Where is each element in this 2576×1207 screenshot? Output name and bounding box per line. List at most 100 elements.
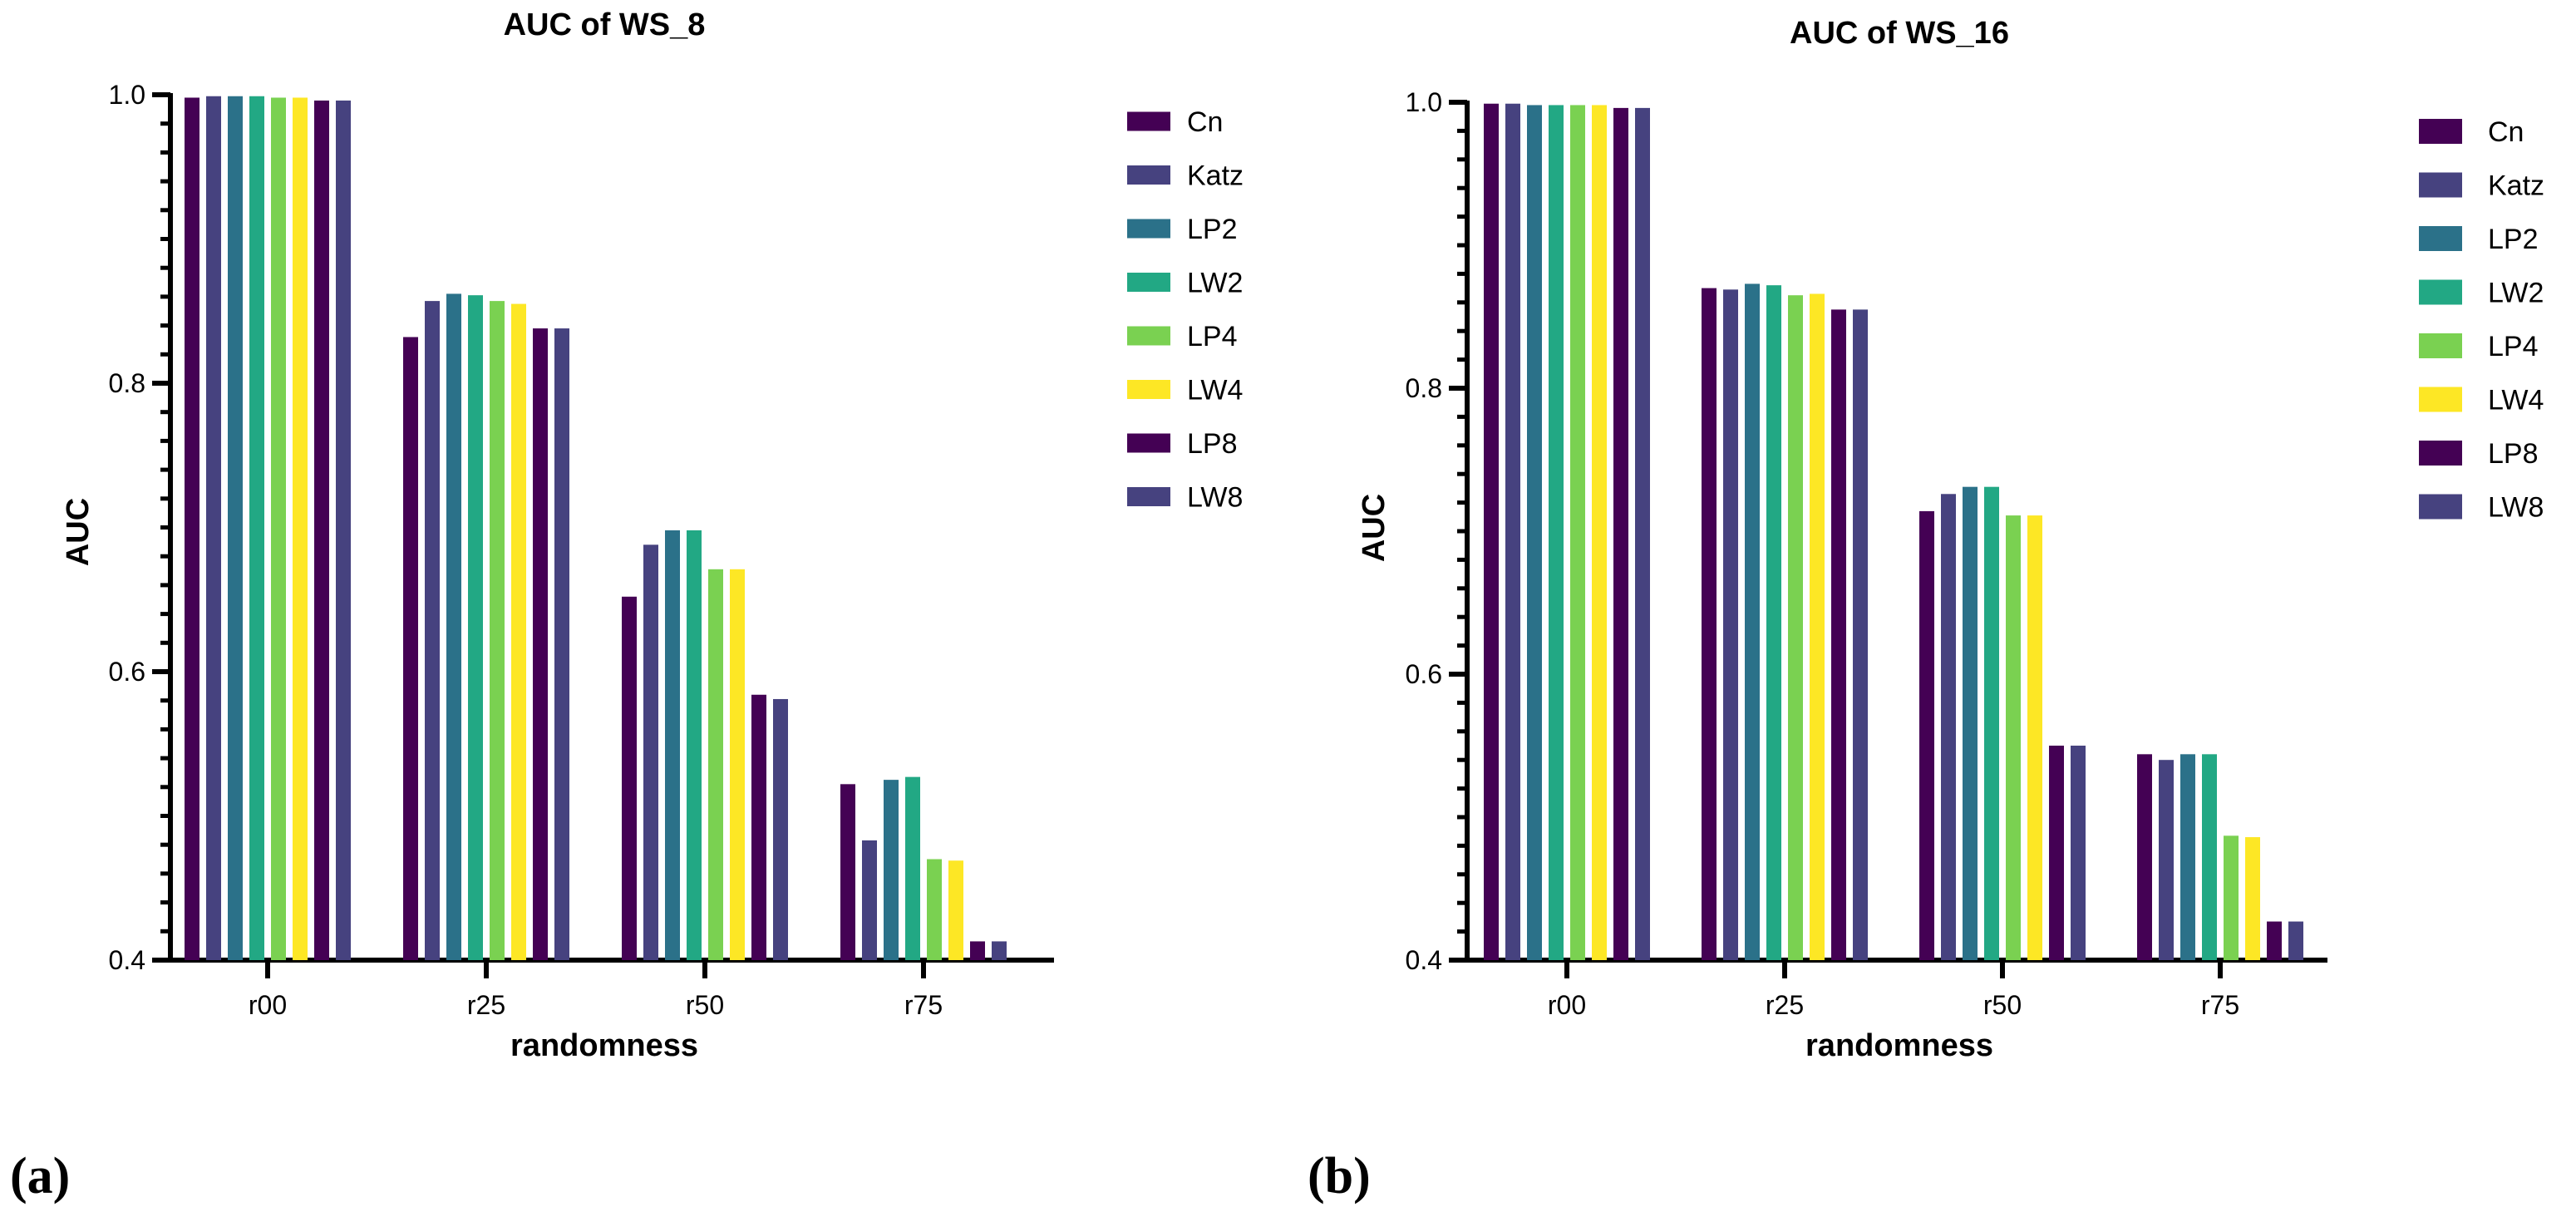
- legend-label: LP2: [1187, 214, 1238, 245]
- legend-swatch: [2419, 119, 2462, 144]
- x-tick-label: r50: [1983, 990, 2022, 1020]
- bar-lw2-r75: [905, 776, 920, 960]
- bar-lp2-r25: [446, 293, 461, 960]
- bar-lp8-r25: [533, 328, 548, 960]
- legend-label: LP8: [1187, 428, 1238, 460]
- bar-lp4-r25: [1788, 295, 1803, 960]
- bar-lp2-r50: [1963, 486, 1978, 960]
- bar-lw2-r50: [1984, 486, 1999, 960]
- x-axis-label: randomness: [1805, 1028, 1993, 1063]
- bar-katz-r75: [862, 840, 877, 960]
- bars: [185, 96, 1007, 961]
- legend-label: Katz: [2488, 170, 2544, 202]
- bar-lw2-r75: [2202, 754, 2217, 960]
- bar-katz-r75: [2159, 760, 2174, 960]
- chart-panel-b: AUC of WS_16 AUC randomness (b) 0.40.60.…: [1308, 16, 2544, 1205]
- legend-swatch: [1127, 165, 1170, 185]
- y-tick-label: 0.4: [109, 945, 145, 975]
- bar-lw4-r25: [511, 303, 526, 960]
- bar-lp2-r00: [228, 96, 243, 961]
- bar-lp8-r00: [1613, 107, 1628, 960]
- legend-swatch: [2419, 279, 2462, 305]
- bar-lw4-r50: [2027, 515, 2042, 960]
- bar-lw4-r75: [948, 860, 963, 960]
- y-tick-label: 0.6: [109, 657, 145, 687]
- bar-lw4-r75: [2245, 837, 2260, 960]
- legend-swatch: [1127, 219, 1170, 239]
- bar-lw8-r25: [554, 328, 569, 960]
- chart-panel-a: AUC of WS_8 AUC randomness (a) 0.4 0.6 0.8…: [10, 7, 1244, 1205]
- x-tick-label: r75: [2201, 990, 2239, 1020]
- y-axis: 0.4 0.6 0.8 1.0: [1406, 87, 1470, 975]
- bar-lw8-r00: [1635, 107, 1650, 960]
- legend-swatch: [2419, 172, 2462, 198]
- legend-swatch: [1127, 273, 1170, 292]
- bar-lw4-r50: [730, 569, 745, 960]
- y-tick-label: 0.4: [1406, 945, 1442, 975]
- y-axis-label: AUC: [1357, 494, 1391, 562]
- bar-lp4-r00: [1570, 105, 1585, 961]
- bar-lp8-r75: [2267, 921, 2282, 960]
- bar-lw8-r75: [2288, 921, 2303, 960]
- legend-label: LW8: [1187, 482, 1243, 514]
- bar-katz-r00: [206, 96, 221, 961]
- legend-swatch: [2419, 387, 2462, 412]
- bar-lw2-r25: [468, 295, 483, 960]
- bar-lw8-r50: [773, 698, 788, 960]
- bar-lp2-r00: [1527, 105, 1542, 961]
- legend-swatch: [1127, 433, 1170, 453]
- bar-lw2-r00: [249, 96, 264, 961]
- bar-cn-r75: [2137, 754, 2152, 960]
- legend-label: LW2: [2488, 278, 2544, 309]
- bar-lp2-r75: [884, 780, 899, 960]
- bar-katz-r00: [1505, 103, 1520, 961]
- x-axis-label: randomness: [510, 1028, 698, 1063]
- bar-cn-r75: [840, 784, 855, 960]
- legend-swatch: [1127, 380, 1170, 399]
- y-axis-label: AUC: [61, 498, 96, 566]
- bar-lp8-r00: [314, 100, 329, 961]
- bar-lp4-r75: [2224, 835, 2239, 960]
- x-tick-label: r75: [904, 990, 943, 1020]
- y-tick-label: 0.6: [1406, 659, 1442, 689]
- legend-swatch: [1127, 326, 1170, 346]
- bar-lp2-r50: [665, 530, 680, 960]
- panel-label: (b): [1308, 1148, 1371, 1205]
- bar-lp4-r50: [2006, 515, 2021, 960]
- bar-lp4-r00: [271, 97, 286, 961]
- legend-swatch: [2419, 441, 2462, 466]
- legend-label: Katz: [1187, 160, 1244, 192]
- bar-lw8-r25: [1853, 309, 1868, 960]
- legend-swatch: [1127, 487, 1170, 506]
- legend-label: LP8: [2488, 438, 2539, 470]
- bar-lp4-r25: [490, 301, 505, 961]
- bar-cn-r00: [185, 97, 199, 961]
- legend-label: LP4: [2488, 331, 2539, 362]
- x-axis: r00 r25 r50 r75: [168, 958, 1054, 1020]
- bar-lp8-r75: [970, 941, 985, 960]
- x-tick-label: r25: [1766, 990, 1804, 1020]
- legend-label: LW4: [1187, 375, 1243, 406]
- bar-lp4-r75: [927, 859, 942, 960]
- bar-cn-r50: [1919, 510, 1934, 960]
- x-tick-label: r25: [467, 990, 505, 1020]
- bar-lp2-r75: [2180, 754, 2195, 960]
- bar-lw4-r00: [293, 97, 308, 961]
- chart-title: AUC of WS_16: [1790, 16, 2009, 51]
- bar-lw4-r00: [1592, 105, 1607, 961]
- bar-cn-r25: [403, 337, 418, 961]
- bar-lw4-r25: [1810, 293, 1825, 961]
- legend-label: LW4: [2488, 385, 2544, 416]
- x-tick-label: r00: [1548, 990, 1586, 1020]
- bar-lp4-r50: [708, 569, 723, 960]
- legend-label: LW2: [1187, 268, 1243, 299]
- x-tick-label: r00: [249, 990, 287, 1020]
- y-tick-label: 1.0: [109, 80, 145, 110]
- legend-swatch: [1127, 111, 1170, 131]
- chart-title: AUC of WS_8: [504, 7, 706, 42]
- bar-lp8-r25: [1831, 309, 1846, 960]
- y-axis: 0.4 0.6 0.8 1.0: [109, 80, 173, 975]
- bar-lw8-r00: [336, 100, 351, 961]
- bar-lw2-r50: [687, 530, 702, 960]
